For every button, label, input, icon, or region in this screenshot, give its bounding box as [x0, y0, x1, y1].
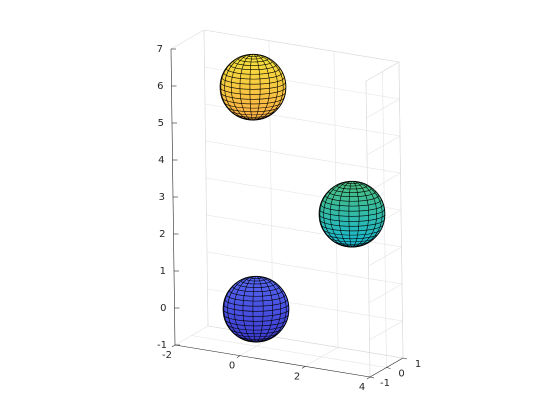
z-tick-label: 4	[158, 155, 164, 166]
y-tick-label: 0	[398, 369, 404, 380]
sphere	[318, 180, 386, 248]
grid-line	[191, 335, 387, 368]
parallel	[332, 188, 372, 193]
meridian	[233, 276, 257, 343]
z-tick-label: 0	[160, 303, 166, 314]
grid-line	[366, 98, 400, 119]
y-tick	[369, 376, 375, 379]
parallel	[229, 64, 277, 70]
meridian	[348, 181, 353, 248]
z-tick-label: 2	[159, 229, 165, 240]
sphere	[222, 275, 290, 343]
x-axis	[174, 344, 371, 378]
parallel	[221, 77, 285, 85]
meridian	[252, 276, 257, 343]
y-tick-label: 1	[415, 359, 421, 370]
meridian	[351, 181, 383, 248]
parallel	[226, 323, 286, 331]
x-tick	[171, 344, 176, 348]
meridian	[351, 181, 377, 248]
z-tick-label: 5	[158, 118, 164, 129]
meridian	[255, 276, 274, 343]
grid-line	[366, 135, 401, 156]
parallel	[233, 61, 273, 66]
x-tick-label: 2	[294, 371, 300, 382]
grid-line	[206, 251, 403, 285]
parallel	[346, 182, 358, 185]
x-tick	[366, 376, 371, 380]
parallel	[236, 283, 276, 288]
parallel	[223, 304, 289, 312]
meridian	[351, 181, 385, 248]
y-tick-label: -1	[380, 378, 390, 389]
meridian	[242, 276, 257, 343]
parallel	[320, 204, 384, 212]
parallel	[220, 82, 286, 90]
sphere-mesh	[319, 181, 385, 248]
meridian	[255, 276, 287, 343]
parallel	[226, 68, 280, 75]
meridian	[252, 54, 278, 121]
parallel	[328, 191, 376, 197]
z-tick-label: -1	[157, 340, 167, 351]
x-tick	[301, 366, 306, 369]
x-tick	[236, 355, 241, 358]
z-tick-label: 7	[157, 44, 163, 55]
meridian	[351, 181, 370, 248]
parallel	[322, 228, 382, 236]
parallel	[229, 290, 283, 297]
grid-line	[205, 140, 401, 174]
sphere-mesh	[220, 54, 286, 121]
meridian	[239, 54, 254, 121]
parallel	[232, 286, 280, 292]
meridian	[252, 54, 271, 121]
grid-line	[368, 283, 403, 304]
meridian	[224, 54, 254, 121]
meridian	[249, 54, 254, 121]
parallel	[320, 223, 384, 232]
meridian	[252, 54, 284, 121]
meridian	[227, 276, 257, 343]
parallel	[247, 55, 259, 58]
parallel	[325, 195, 379, 202]
meridian	[223, 276, 257, 343]
sphere	[219, 53, 287, 121]
parallel	[224, 299, 288, 307]
box-edge	[203, 29, 209, 327]
meridian	[255, 276, 289, 343]
meridian	[319, 181, 353, 248]
meridian	[255, 276, 281, 343]
meridian	[338, 181, 353, 248]
box-edge	[398, 61, 404, 359]
box-edge	[365, 61, 400, 82]
z-tick-label: 6	[157, 81, 163, 92]
y-tick	[386, 367, 391, 369]
y-tick	[402, 357, 408, 360]
meridian	[230, 54, 254, 121]
parallel	[250, 277, 262, 280]
box-edge	[203, 29, 400, 63]
box-edge	[170, 29, 205, 50]
sphere-mesh	[223, 276, 289, 343]
x-tick-label: 4	[359, 382, 365, 393]
grid-line	[369, 320, 403, 341]
parallel	[319, 209, 385, 217]
parallel	[224, 318, 288, 327]
grid-line	[368, 246, 402, 267]
z-tick-label: 1	[160, 266, 166, 277]
meridian	[351, 181, 360, 248]
meridian	[255, 276, 264, 343]
parallel	[221, 96, 285, 105]
x-tick-label: 0	[229, 361, 235, 372]
meridian	[323, 181, 353, 248]
meridian	[329, 181, 353, 248]
meridian	[252, 54, 286, 121]
meridian	[252, 54, 261, 121]
x-tick-label: -2	[162, 350, 172, 361]
meridian	[220, 54, 254, 121]
z-tick-label: 3	[159, 192, 165, 203]
parallel	[223, 101, 283, 109]
